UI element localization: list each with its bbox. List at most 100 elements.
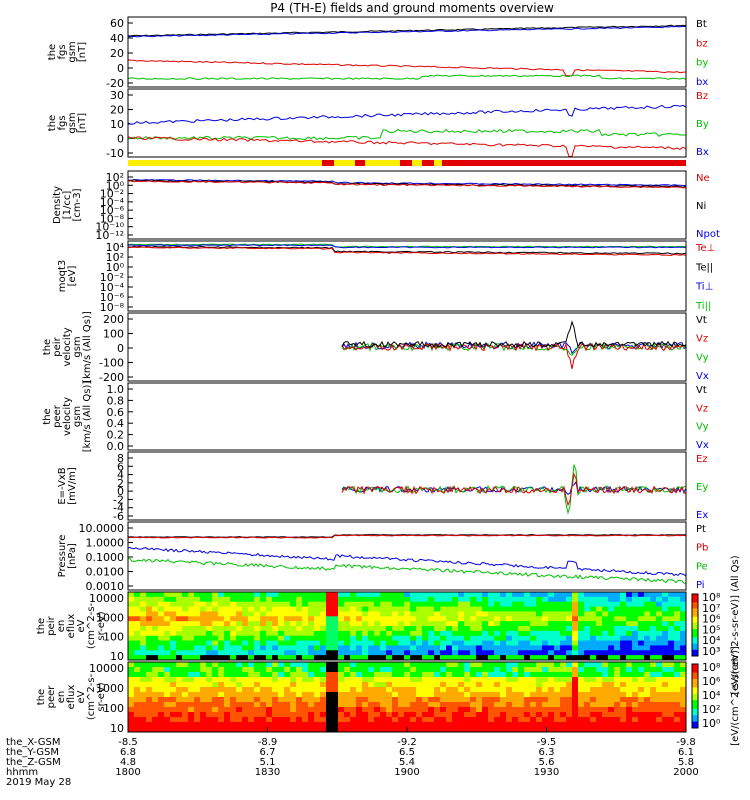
- spec-cell: [416, 611, 423, 617]
- spec-cell: [176, 677, 183, 683]
- spec-cell: [464, 596, 471, 603]
- spec-cell: [380, 626, 387, 632]
- spec-cell: [230, 667, 237, 673]
- spec-cell: [266, 727, 273, 733]
- spec-cell: [188, 630, 195, 637]
- spec-cell: [548, 640, 555, 646]
- spec-cell: [314, 722, 321, 728]
- spec-cell: [632, 645, 639, 651]
- xtick-label-time: 2000: [673, 767, 698, 778]
- spec-cell: [350, 717, 357, 723]
- spec-cell: [302, 630, 309, 637]
- spec-cell: [320, 667, 327, 673]
- ytick-label: 0.8: [107, 394, 125, 407]
- spec-cell: [476, 626, 483, 632]
- spec-cell: [590, 717, 597, 723]
- spec-cell: [560, 667, 567, 673]
- spec-cell: [638, 687, 645, 693]
- spec-cell: [332, 717, 339, 723]
- spec-cell: [674, 697, 681, 703]
- spec-cell: [128, 635, 135, 642]
- spec-cell: [194, 717, 201, 723]
- spec-cell: [656, 655, 663, 661]
- spec-cell: [182, 692, 189, 698]
- spec-cell: [494, 692, 501, 698]
- spec-cell: [272, 635, 279, 642]
- spec-cell: [530, 592, 537, 598]
- spec-cell: [164, 722, 171, 728]
- spec-cell: [488, 697, 495, 703]
- spec-cell: [296, 662, 303, 668]
- spec-cell: [176, 621, 183, 627]
- spec-cell: [554, 611, 561, 617]
- spec-cell: [542, 635, 549, 642]
- spec-cell: [614, 655, 621, 661]
- spec-cell: [392, 677, 399, 683]
- spec-cell: [170, 606, 177, 612]
- spec-cell: [236, 592, 243, 598]
- spec-cell: [212, 645, 219, 651]
- spec-cell: [218, 635, 225, 642]
- spec-cell: [530, 621, 537, 627]
- spec-cell: [332, 707, 339, 713]
- spec-cell: [308, 692, 315, 698]
- spec-cell: [608, 650, 615, 656]
- spec-cell: [188, 692, 195, 698]
- spec-cell: [506, 702, 513, 708]
- spec-cell: [152, 626, 159, 632]
- spec-cell: [146, 650, 153, 656]
- spec-cell: [560, 611, 567, 617]
- spec-cell: [302, 655, 309, 661]
- spec-cell: [290, 645, 297, 651]
- spec-cell: [548, 692, 555, 698]
- spec-cell: [494, 687, 501, 693]
- spec-cell: [332, 677, 339, 683]
- spec-cell: [554, 672, 561, 678]
- spec-cell: [626, 687, 633, 693]
- spec-cell: [272, 662, 279, 668]
- spec-cell: [572, 626, 579, 632]
- spec-cell: [620, 687, 627, 693]
- spec-cell: [188, 611, 195, 617]
- spec-cell: [482, 596, 489, 603]
- spec-cell: [392, 611, 399, 617]
- spec-cell: [182, 640, 189, 646]
- spec-cell: [518, 687, 525, 693]
- spec-cell: [188, 677, 195, 683]
- spec-cell: [182, 601, 189, 608]
- spec-cell: [320, 630, 327, 637]
- spec-cell: [680, 601, 687, 608]
- spec-cell: [542, 697, 549, 703]
- spec-cell: [296, 621, 303, 627]
- spec-cell: [338, 650, 345, 656]
- spec-cell: [302, 667, 309, 673]
- spec-cell: [170, 616, 177, 622]
- spec-cell: [230, 630, 237, 637]
- spec-cell: [404, 626, 411, 632]
- spec-cell: [500, 722, 507, 728]
- spec-cell: [464, 650, 471, 656]
- spec-cell: [530, 672, 537, 678]
- spec-cell: [584, 655, 591, 661]
- ylabel-line: sr-eV): [96, 611, 107, 640]
- spec-cell: [572, 682, 579, 688]
- spec-cell: [608, 712, 615, 718]
- spec-cell: [674, 722, 681, 728]
- ytick-label: 0.4: [107, 417, 125, 430]
- spec-cell: [392, 727, 399, 733]
- spec-cell: [536, 616, 543, 622]
- spec-cell: [152, 692, 159, 698]
- spec-cell: [428, 655, 435, 661]
- spec-cell: [404, 707, 411, 713]
- spec-cell: [146, 601, 153, 608]
- xtick-label-z: 5.8: [678, 757, 694, 768]
- spec-cell: [668, 630, 675, 637]
- spec-cell: [386, 650, 393, 656]
- spec-cell: [536, 687, 543, 693]
- spec-cell: [446, 630, 453, 637]
- spec-cell: [638, 707, 645, 713]
- colorbar-cell: [692, 635, 698, 638]
- spec-cell: [212, 611, 219, 617]
- spec-cell: [668, 667, 675, 673]
- spec-cell: [512, 697, 519, 703]
